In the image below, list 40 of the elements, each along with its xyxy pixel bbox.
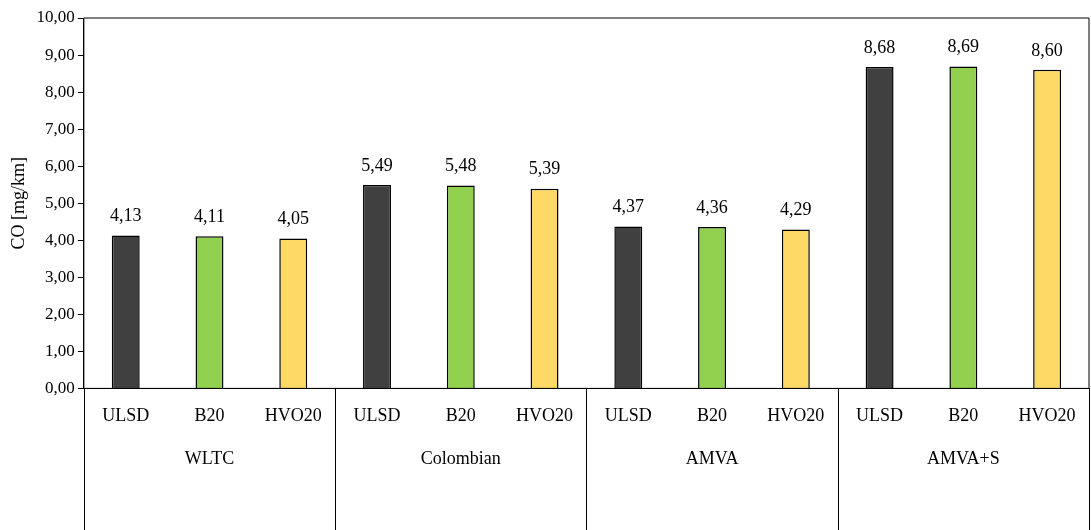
- data-label: 5,39: [528, 158, 561, 179]
- data-label: 8,69: [947, 36, 980, 57]
- y-tick-label: 1,00: [45, 340, 75, 360]
- y-tick-label: 8,00: [45, 81, 75, 101]
- text: HVO20: [516, 405, 574, 426]
- data-label: 8,60: [1031, 39, 1063, 60]
- text: ULSD: [856, 405, 904, 426]
- y-tick-label: 7,00: [45, 118, 75, 138]
- text: B20: [445, 405, 476, 426]
- y-tick-label: 6,00: [45, 155, 75, 175]
- y-tick-label: 3,00: [45, 266, 75, 286]
- data-label: 4,05: [277, 208, 310, 229]
- data-label: 4,36: [696, 196, 728, 217]
- y-tick-label: 9,00: [45, 44, 75, 64]
- text: B20: [194, 405, 225, 426]
- x-tick-label: AMVA: [685, 447, 739, 468]
- text: B20: [697, 405, 728, 426]
- y-tick-label: 10,00: [36, 7, 75, 27]
- y-tick-label: 2,00: [45, 303, 75, 323]
- y-axis-title: CO [mg/km]: [7, 156, 28, 250]
- data-label: 4,37: [612, 196, 645, 217]
- y-tick-label: 0,00: [45, 377, 75, 397]
- text: ULSD: [353, 405, 401, 426]
- series-label: B20: [948, 405, 979, 426]
- text: HVO20: [1018, 405, 1076, 426]
- x-tick-label: WLTC: [184, 447, 235, 468]
- y-tick-label: 5,00: [45, 192, 75, 212]
- data-label: 5,49: [361, 154, 393, 175]
- series-label: ULSD: [604, 405, 652, 426]
- text: ULSD: [102, 405, 150, 426]
- data-label: 5,48: [445, 155, 477, 176]
- data-label: 8,68: [863, 36, 896, 57]
- series-label: HVO20: [264, 405, 322, 426]
- x-tick-label: Colombian: [420, 447, 501, 468]
- text: HVO20: [767, 405, 825, 426]
- data-label: 4,11: [194, 205, 225, 226]
- x-tick-label: AMVA+S: [926, 447, 1000, 468]
- data-label: 4,29: [780, 199, 812, 220]
- y-tick-label: 4,00: [45, 229, 75, 249]
- data-label: 4,13: [109, 205, 142, 226]
